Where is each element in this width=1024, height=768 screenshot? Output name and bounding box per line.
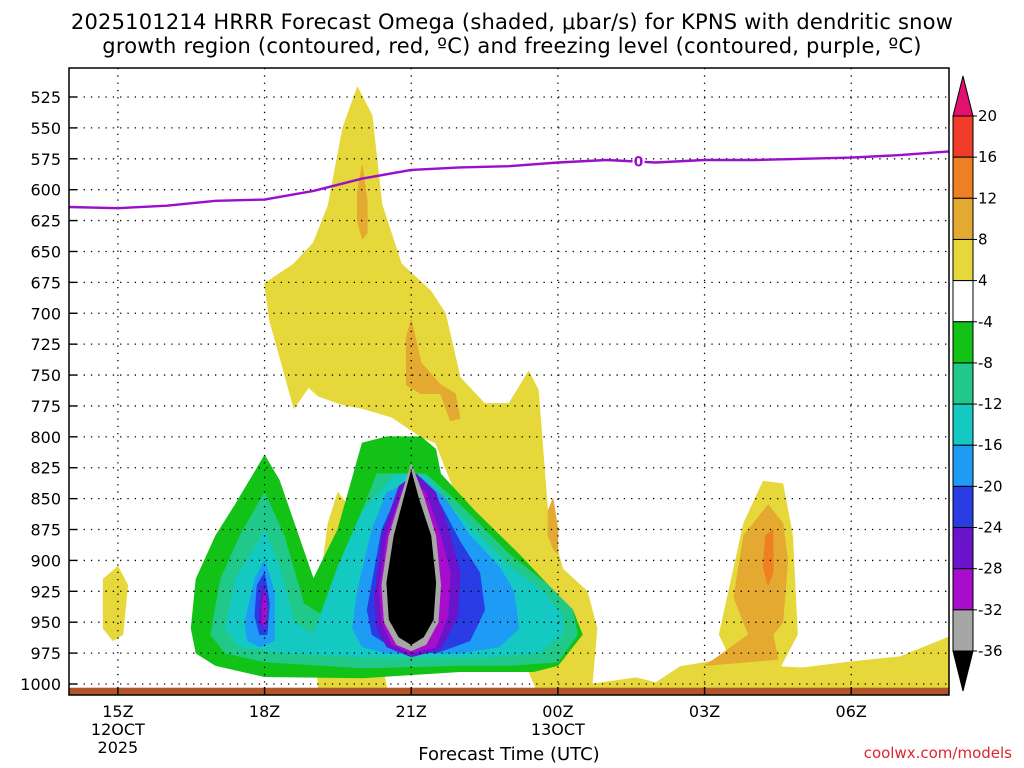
freezing-level-line — [69, 150, 949, 210]
x-tick-label: 18Z — [249, 702, 280, 721]
colorbar-label: -24 — [978, 519, 1003, 537]
y-tick-label: 800 — [30, 428, 61, 447]
x-tick-label: 06Z — [836, 702, 867, 721]
y-tick-label: 775 — [30, 397, 61, 416]
freezing-level-contour: 0 — [69, 150, 949, 210]
y-tick-label: 675 — [30, 273, 61, 292]
freezing-level-label: 0 — [634, 154, 644, 170]
colorbar-bin — [952, 568, 974, 611]
y-tick-label: 725 — [30, 335, 61, 354]
y-tick-label: 975 — [30, 644, 61, 663]
plot-frame — [68, 67, 950, 696]
credit-link[interactable]: coolwx.com/models — [863, 744, 1012, 762]
y-tick-label: 850 — [30, 490, 61, 509]
freezing-label-bg — [632, 153, 645, 170]
colorbar-bin — [952, 156, 974, 199]
surface-band — [69, 687, 949, 695]
colorbar-label: -12 — [978, 395, 1003, 413]
colorbar-label: -8 — [978, 354, 993, 372]
y-axis: 525 550 575 600 625 650 675 700 725 750 775 800 825 8… — [20, 88, 77, 694]
y-tick-label: 950 — [30, 613, 61, 632]
colorbar-bin — [952, 115, 974, 158]
omega-region-orange-core-mid — [405, 318, 461, 422]
y-tick-label: 525 — [30, 88, 61, 107]
colorbar-label: -16 — [978, 436, 1003, 454]
chart-title-line1: 2025101214 HRRR Forecast Omega (shaded, … — [70, 10, 954, 34]
y-tick-label: 750 — [30, 366, 61, 385]
colorbar-bin — [952, 485, 974, 529]
colorbar-bin — [952, 280, 974, 323]
colorbar-label: -36 — [978, 642, 1003, 660]
colorbar-bin — [952, 444, 974, 487]
colorbar-label: 16 — [978, 148, 997, 166]
colorbar-bin — [952, 321, 974, 364]
chart-title-line2: growth region (contoured, red, ºC) and f… — [102, 34, 922, 58]
y-tick-label: 825 — [30, 459, 61, 478]
y-tick-label: 600 — [30, 181, 61, 200]
y-tick-label: 900 — [30, 551, 61, 570]
colorbar-top-arrow — [952, 75, 974, 117]
x-tick-year: 2025 — [98, 738, 139, 757]
colorbar-bin — [952, 362, 974, 405]
y-tick-label: 650 — [30, 242, 61, 261]
colorbar-bottom-arrow — [952, 650, 974, 692]
colorbar: 20 16 12 8 4 -4 -8 -12 -16 -20 -24 -28 -32 -36 — [952, 75, 1003, 692]
y-tick-label: 1000 — [20, 675, 61, 694]
y-tick-label: 875 — [30, 521, 61, 540]
colorbar-bin — [952, 403, 974, 446]
colorbar-label: 12 — [978, 189, 997, 207]
omega-region-left-lower-blob — [102, 566, 129, 642]
x-tick-date: 13OCT — [531, 720, 585, 739]
x-tick-date: 12OCT — [91, 720, 145, 739]
y-tick-label: 700 — [30, 304, 61, 323]
omega-region-red-core-right — [762, 529, 774, 586]
colorbar-label: 4 — [978, 272, 988, 290]
surface-ground — [69, 687, 949, 695]
colorbar-label: 8 — [978, 230, 988, 248]
colorbar-label: -32 — [978, 601, 1003, 619]
colorbar-bin — [952, 197, 974, 240]
omega-region-upper-updraft-band — [264, 86, 949, 695]
y-tick-label: 625 — [30, 212, 61, 231]
y-tick-label: 550 — [30, 119, 61, 138]
omega-region-orange-core-upper — [356, 164, 368, 240]
y-tick-label: 925 — [30, 582, 61, 601]
colorbar-label: -20 — [978, 477, 1003, 495]
grid-lines — [69, 68, 949, 695]
colorbar-label: -28 — [978, 560, 1003, 578]
x-tick-label: 03Z — [689, 702, 720, 721]
colorbar-bin — [952, 238, 974, 282]
x-tick-label: 00Z — [542, 702, 573, 721]
x-tick-label: 21Z — [396, 702, 427, 721]
omega-region-orange-core-lower — [547, 498, 559, 555]
x-axis-title: Forecast Time (UTC) — [418, 744, 600, 765]
colorbar-label: 20 — [978, 107, 997, 125]
omega-shaded-field — [102, 86, 949, 695]
y-tick-label: 575 — [30, 150, 61, 169]
colorbar-bin — [952, 609, 974, 652]
x-tick-label: 15Z — [102, 702, 133, 721]
colorbar-label: -4 — [978, 313, 993, 331]
colorbar-bin — [952, 527, 974, 570]
